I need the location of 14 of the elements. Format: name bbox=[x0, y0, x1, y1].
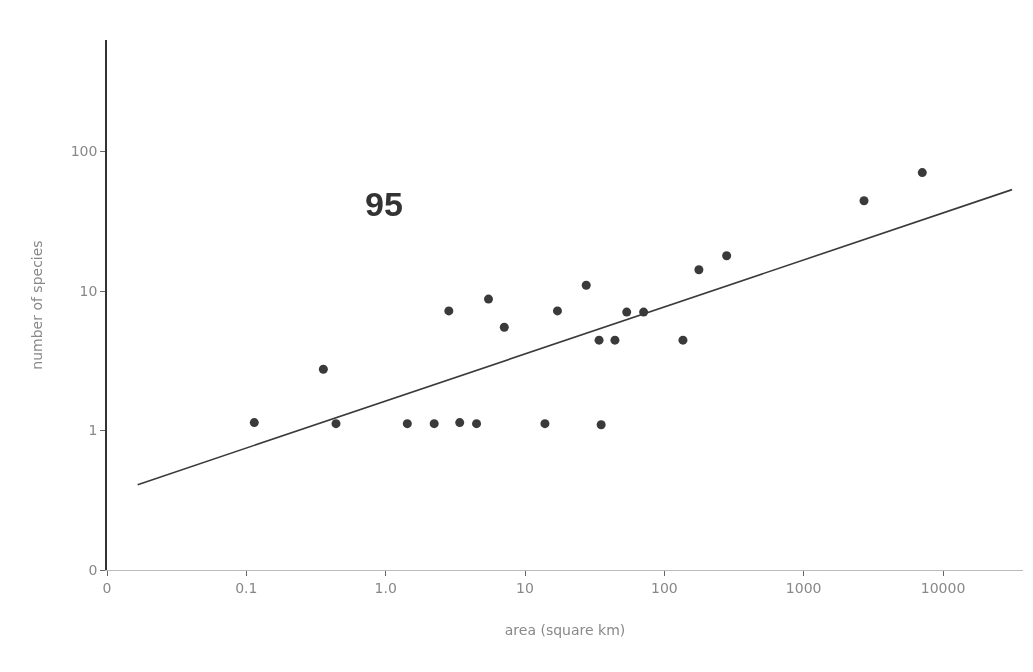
x-axis-title: area (square km) bbox=[504, 622, 626, 639]
x-tick-label: 100 bbox=[650, 579, 678, 596]
y-tick-label: 100 bbox=[70, 143, 98, 160]
x-tick-label: 10000 bbox=[920, 579, 966, 596]
y-axis-title: number of species bbox=[28, 240, 45, 370]
annotation: 95 bbox=[365, 185, 403, 223]
y-tick-label: 0 bbox=[88, 561, 98, 578]
x-tick-label: 1.0 bbox=[374, 579, 397, 596]
x-tick-label: 0.1 bbox=[235, 579, 258, 596]
x-tick-label: 1000 bbox=[785, 579, 822, 596]
x-tick-label: 10 bbox=[516, 579, 534, 596]
y-tick-label: 10 bbox=[79, 282, 98, 299]
x-tick-label: 0 bbox=[102, 579, 112, 596]
y-tick-label: 1 bbox=[88, 422, 98, 439]
